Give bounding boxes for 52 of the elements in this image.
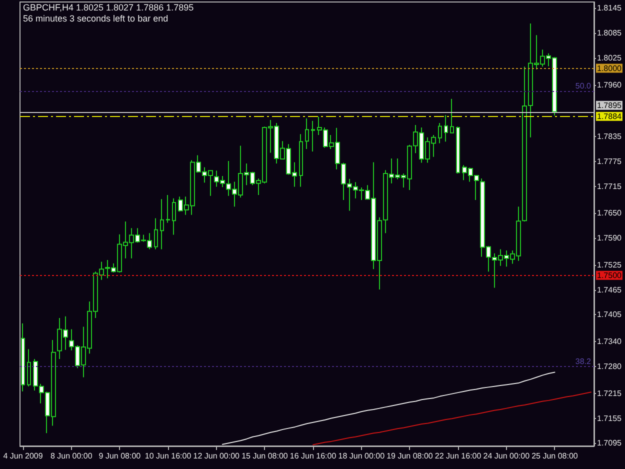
y-tick-label: 1.8025 (597, 53, 622, 62)
y-tick-label: 1.7340 (597, 337, 622, 346)
x-tick-label: 4 Jun 2009 (3, 452, 44, 460)
y-tick-label: 1.7715 (597, 182, 622, 191)
x-tick-label: 24 Jun 00:00 (483, 452, 530, 460)
candlestick (438, 122, 442, 144)
y-tick-label: 1.7650 (597, 208, 622, 218)
candlestick (27, 348, 31, 387)
y-tick-label: 1.7960 (597, 80, 622, 90)
y-tick-label: 1.7525 (597, 260, 622, 270)
annotation: 50.0 (575, 82, 592, 91)
annotation: 38.2 (575, 356, 592, 366)
candlestick (21, 322, 25, 392)
x-tick-label: 15 Jun 08:00 (242, 452, 288, 460)
line-series (222, 372, 556, 445)
y-tick-label: 1.7155 (597, 414, 622, 423)
x-tick-label: 18 Jun 00:00 (338, 452, 386, 460)
y-tick-label: 1.7465 (597, 285, 622, 294)
chart-title: GBPCHF,H4 1.8025 1.8027 1.7886 1.7895 (23, 2, 194, 12)
y-tick-label: 1.7590 (597, 234, 622, 243)
candlestick (172, 198, 176, 236)
x-tick-label: 8 Jun 00:00 (50, 452, 93, 460)
ref-line-label: 1.7500 (597, 270, 622, 280)
y-tick-label: 1.7095 (597, 438, 622, 448)
y-tick-label: 1.8145 (597, 4, 622, 13)
x-tick-label: 22 Jun 16:00 (434, 452, 482, 460)
candlestick (305, 118, 309, 150)
y-tick-label: 1.7215 (597, 388, 622, 398)
candlestick (450, 98, 454, 134)
y-tick-label: 1.7835 (597, 132, 622, 142)
line-series (312, 392, 592, 446)
x-tick-label: 16 Jun 16:00 (290, 452, 337, 460)
candlestick (166, 194, 170, 224)
x-tick-label: 10 Jun 16:00 (144, 452, 192, 460)
text: 56 minutes 3 seconds left to bar end (23, 14, 168, 24)
ref-line-label: 1.7884 (597, 112, 622, 121)
candlestick (311, 120, 315, 152)
x-tick-label: 12 Jun 00:00 (193, 452, 240, 460)
x-tick-label: 19 Jun 08:00 (386, 452, 434, 460)
y-tick-label: 1.7280 (597, 362, 622, 371)
y-tick-label: 1.8085 (597, 28, 622, 38)
y-tick-label: 1.7775 (597, 156, 622, 166)
candlestick (154, 218, 158, 250)
candlestick (444, 114, 448, 142)
candlestick (456, 126, 460, 174)
x-tick-label: 9 Jun 08:00 (98, 452, 142, 460)
ref-line-label: 1.8000 (597, 64, 622, 73)
candlestick (160, 198, 164, 250)
x-tick-label: 25 Jun 08:00 (532, 452, 578, 460)
candlestick (299, 134, 303, 188)
y-tick-label: 1.7405 (597, 310, 622, 320)
ref-line-label: 1.7895 (597, 100, 622, 110)
